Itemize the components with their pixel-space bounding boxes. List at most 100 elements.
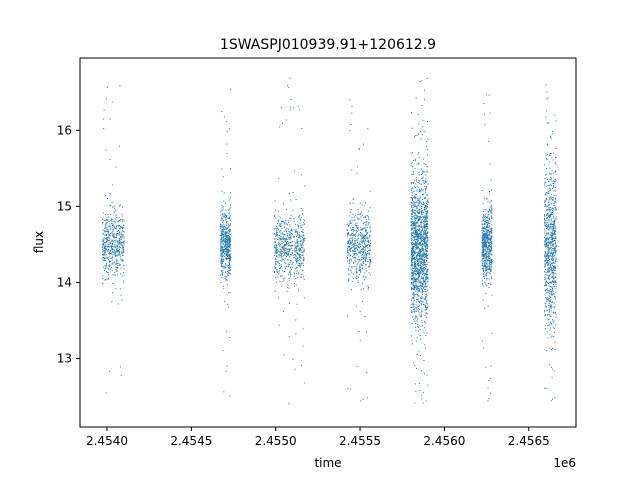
data-point <box>358 259 360 260</box>
data-point <box>420 297 421 299</box>
data-point <box>355 248 357 250</box>
data-point <box>553 224 554 225</box>
data-point <box>114 244 116 246</box>
data-point <box>547 214 549 216</box>
data-point <box>108 264 110 266</box>
data-point <box>223 260 224 262</box>
data-point <box>550 137 552 139</box>
data-point <box>223 265 225 267</box>
data-point <box>358 261 360 263</box>
data-point <box>296 246 298 248</box>
data-point <box>229 255 230 257</box>
data-point <box>551 258 553 260</box>
data-point <box>222 266 224 268</box>
data-point <box>283 230 285 232</box>
data-point <box>274 290 276 292</box>
data-point <box>365 229 367 231</box>
data-point <box>545 246 547 247</box>
data-point <box>491 253 492 255</box>
data-point <box>485 247 487 249</box>
data-point <box>554 282 556 284</box>
data-point <box>548 318 550 320</box>
data-point <box>425 296 427 298</box>
data-point <box>356 216 358 218</box>
data-point <box>414 168 416 169</box>
data-point <box>550 261 552 263</box>
data-point <box>347 388 349 390</box>
data-point <box>296 259 298 261</box>
data-point <box>104 279 106 281</box>
data-point <box>279 239 281 241</box>
data-point <box>413 216 415 218</box>
data-point <box>418 307 420 309</box>
data-point <box>552 280 554 282</box>
data-point <box>349 248 351 250</box>
data-point <box>360 246 361 247</box>
data-point <box>490 237 492 239</box>
data-point <box>416 180 417 182</box>
data-point <box>289 273 291 275</box>
data-point <box>228 251 230 253</box>
data-point <box>109 258 111 260</box>
data-point <box>295 230 296 232</box>
data-point <box>108 274 110 276</box>
data-point <box>421 278 423 280</box>
data-point <box>417 275 419 277</box>
data-point <box>421 271 423 273</box>
data-point <box>426 308 428 310</box>
data-point <box>107 257 109 259</box>
data-point <box>548 278 550 280</box>
data-point <box>222 274 224 276</box>
data-point <box>425 190 426 192</box>
data-point <box>367 240 369 241</box>
data-point <box>119 237 121 239</box>
data-point <box>350 209 352 211</box>
data-point <box>287 266 289 267</box>
data-point <box>356 253 358 255</box>
data-point <box>555 231 557 233</box>
data-point <box>365 221 367 222</box>
data-point <box>546 255 548 257</box>
data-point <box>415 230 417 232</box>
data-point <box>420 300 422 302</box>
data-point <box>489 239 491 241</box>
data-point <box>102 259 104 261</box>
data-point <box>487 241 489 243</box>
data-point <box>549 246 551 248</box>
data-point <box>225 228 227 230</box>
data-point <box>413 179 415 181</box>
data-point <box>119 145 121 147</box>
data-point <box>483 245 485 247</box>
data-point <box>369 248 371 250</box>
data-point <box>291 233 293 235</box>
data-point <box>422 301 424 303</box>
data-point <box>415 267 417 269</box>
data-point <box>424 304 426 306</box>
data-point <box>488 243 490 245</box>
data-point <box>295 256 297 258</box>
data-point <box>419 203 421 205</box>
data-point <box>222 261 224 262</box>
data-point <box>228 250 230 252</box>
data-point <box>119 232 121 234</box>
data-point <box>105 245 107 247</box>
data-point <box>112 283 114 284</box>
data-point <box>555 170 557 172</box>
data-point <box>221 249 223 251</box>
data-point <box>283 248 285 250</box>
data-point <box>287 224 288 226</box>
data-point <box>549 206 551 208</box>
data-point <box>116 231 118 232</box>
data-point <box>357 259 359 261</box>
data-point <box>490 365 492 367</box>
data-point <box>359 250 361 252</box>
data-point <box>285 253 287 255</box>
data-point <box>229 207 231 209</box>
data-point <box>276 246 278 248</box>
data-point <box>274 272 276 273</box>
data-point <box>227 223 229 225</box>
data-point <box>282 251 284 252</box>
data-point <box>355 230 357 232</box>
data-point <box>550 321 551 323</box>
data-point <box>490 210 492 212</box>
